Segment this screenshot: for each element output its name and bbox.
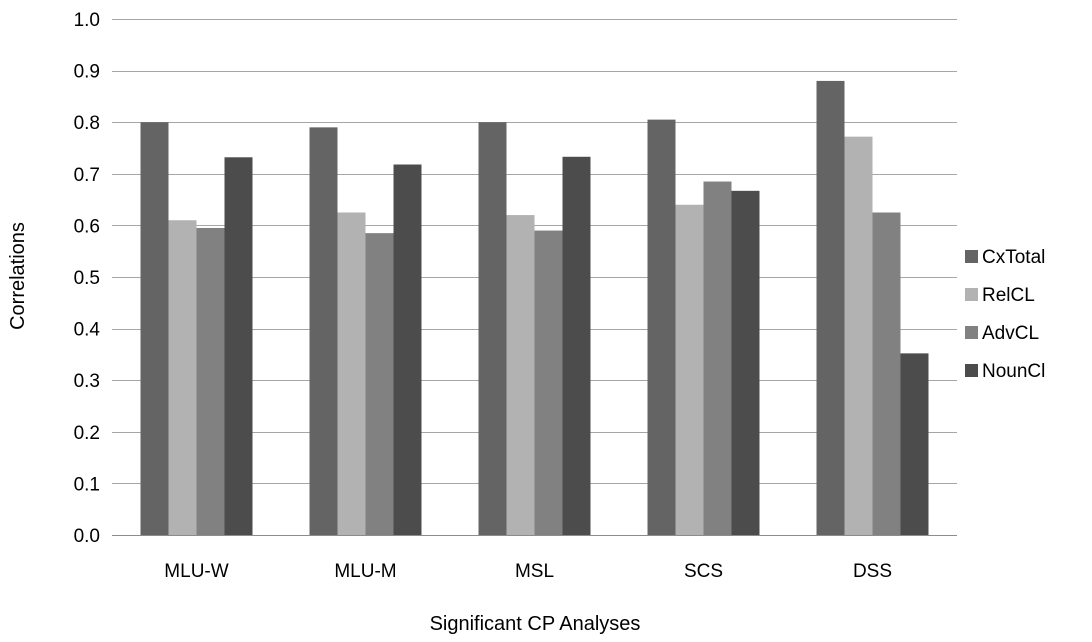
legend-label-cxtotal: CxTotal (982, 247, 1045, 268)
y-tick-label: 0.1 (74, 474, 100, 495)
bar-relcl-msl (506, 215, 535, 535)
legend: CxTotal RelCL AdvCL NounCl (965, 247, 1045, 382)
x-tick-label: MLU-M (334, 561, 396, 582)
bars (140, 80, 929, 536)
legend-label-advcl: AdvCL (982, 323, 1039, 344)
y-tick-label: 0.6 (74, 216, 100, 237)
bar-nouncl-scs (731, 190, 760, 535)
legend-swatch-cxtotal (965, 250, 978, 263)
x-axis-tick-labels: MLU-W MLU-M MSL SCS DSS (164, 561, 892, 582)
bar-cxtotal-mlu-m (309, 127, 338, 536)
bar-advcl-dss (872, 212, 901, 535)
legend-label-relcl: RelCL (982, 285, 1035, 306)
y-tick-label: 0.3 (74, 371, 100, 392)
legend-swatch-relcl (965, 288, 978, 301)
legend-swatch-nouncl (965, 364, 978, 377)
bar-cxtotal-dss (816, 80, 845, 536)
bar-advcl-scs (703, 181, 732, 536)
y-tick-label: 0.4 (74, 320, 101, 341)
x-tick-label: MSL (515, 561, 554, 582)
x-tick-label: DSS (853, 561, 892, 582)
bar-nouncl-mlu-w (224, 157, 253, 535)
bar-cxtotal-scs (647, 119, 676, 536)
y-tick-label: 0.0 (74, 526, 100, 547)
bar-relcl-scs (675, 204, 704, 535)
bar-advcl-mlu-w (196, 227, 225, 536)
bar-cxtotal-msl (478, 122, 507, 535)
bar-advcl-msl (534, 230, 563, 535)
bar-relcl-mlu-m (337, 212, 366, 535)
x-tick-label: MLU-W (164, 561, 228, 582)
bar-nouncl-dss (900, 353, 929, 535)
y-tick-label: 0.2 (74, 423, 100, 444)
legend-swatch-advcl (965, 326, 978, 339)
bar-advcl-mlu-m (365, 233, 394, 535)
y-tick-label: 0.7 (74, 165, 100, 186)
y-tick-label: 1.0 (74, 10, 100, 31)
x-tick-label: SCS (684, 561, 723, 582)
bar-relcl-mlu-w (168, 220, 197, 536)
y-tick-label: 0.5 (74, 268, 100, 289)
bar-relcl-dss (844, 136, 873, 535)
bar-nouncl-msl (562, 156, 591, 535)
y-tick-label: 0.8 (74, 113, 100, 134)
y-tick-label: 0.9 (74, 62, 100, 83)
y-axis-tick-labels: 0.0 0.1 0.2 0.3 0.4 0.5 0.6 0.7 0.8 0.9 1.0 (74, 10, 101, 547)
legend-label-nouncl: NounCl (982, 361, 1045, 382)
bar-cxtotal-mlu-w (140, 122, 169, 535)
y-axis-title: Correlations (7, 222, 29, 330)
x-axis-title: Significant CP Analyses (430, 613, 641, 635)
bar-nouncl-mlu-m (393, 164, 422, 535)
